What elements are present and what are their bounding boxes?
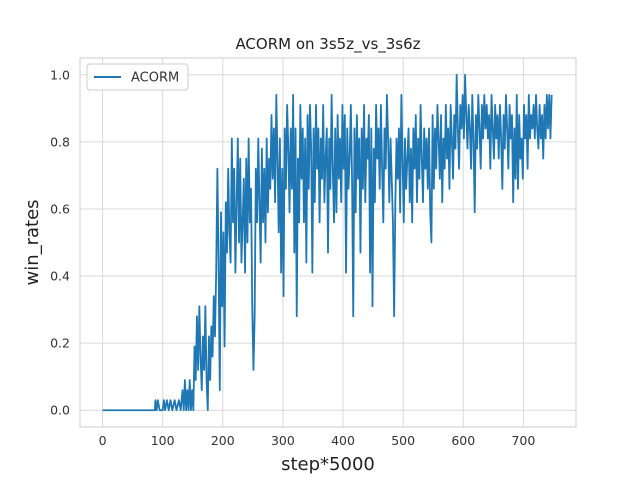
x-axis: 0 100 200 300 400 500 600 700 xyxy=(99,433,536,448)
x-tick-label: 300 xyxy=(271,433,295,448)
legend: ACORM xyxy=(86,63,189,91)
y-tick-label: 0.2 xyxy=(50,336,70,351)
x-tick-label: 200 xyxy=(211,433,235,448)
y-tick-label: 0.0 xyxy=(50,403,70,418)
legend-entry-acorm: ACORM xyxy=(131,71,179,86)
y-axis-label: win_rates xyxy=(22,199,43,285)
x-tick-label: 700 xyxy=(511,433,535,448)
y-axis: 0.0 0.2 0.4 0.6 0.8 1.0 xyxy=(50,67,70,417)
y-tick-label: 0.6 xyxy=(50,201,70,216)
y-tick-label: 0.4 xyxy=(50,269,70,284)
legend-box xyxy=(86,63,189,91)
series-line-0 xyxy=(102,73,553,412)
plot-frame xyxy=(79,57,577,428)
x-tick-label: 100 xyxy=(151,433,175,448)
chart-title: ACORM on 3s5z_vs_3s6z xyxy=(235,35,420,54)
y-tick-label: 1.0 xyxy=(50,67,70,82)
y-tick-label: 0.8 xyxy=(50,134,70,149)
x-axis-label: step*5000 xyxy=(281,454,375,475)
x-tick-label: 400 xyxy=(331,433,355,448)
x-tick-label: 500 xyxy=(391,433,415,448)
x-tick-label: 600 xyxy=(451,433,475,448)
series-layer xyxy=(102,73,553,412)
x-tick-label: 0 xyxy=(99,433,107,448)
